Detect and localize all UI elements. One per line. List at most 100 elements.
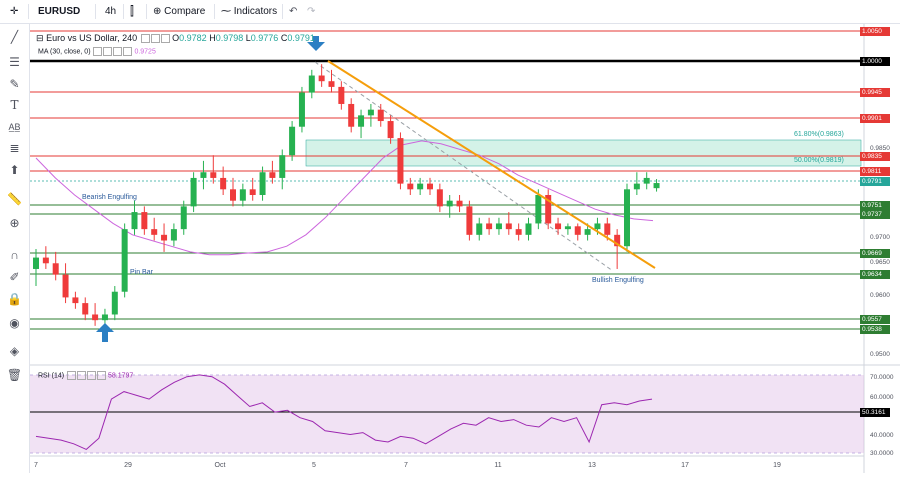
redo-icon[interactable]: ↷ (307, 6, 316, 17)
fib-618-label[interactable]: 61.80%(0.9863) (794, 131, 844, 138)
pin-bar-label[interactable]: Pin Bar (130, 269, 153, 276)
price-axis[interactable]: 0.9850 0.9700 0.9650 0.9600 0.9500 70.0000 60.… (870, 145, 894, 457)
time-tick: 29 (124, 462, 132, 469)
bullish-engulfing-label[interactable]: Bullish Engulfing (592, 277, 644, 284)
ma-close-icon[interactable] (113, 47, 123, 56)
trend-line-icon[interactable]: ╱ (10, 30, 19, 44)
ma-more-icon[interactable] (123, 47, 133, 56)
divider (282, 4, 283, 19)
symbol-search[interactable]: EURUSD (38, 6, 81, 17)
candle (82, 303, 89, 315)
divider (146, 4, 147, 19)
chart-area[interactable]: 7 29 Oct 5 7 11 13 17 19 0.9850 0.9700 0.9650 0.960… (30, 24, 900, 473)
legend-eye-icon[interactable] (140, 34, 150, 44)
candle (200, 172, 207, 178)
candle (584, 229, 591, 235)
candle (417, 183, 424, 190)
fib-50-label[interactable]: 50.00%(0.9819) (794, 157, 844, 164)
stay-drawing-icon[interactable]: ✐ (9, 270, 20, 284)
bearish-engulfing-label[interactable]: Bearish Engulfing (82, 194, 137, 201)
candle (505, 223, 512, 230)
price-label: 0.9538 (860, 324, 890, 334)
up-arrow-marker[interactable] (96, 323, 114, 342)
candle (220, 177, 227, 190)
candle (476, 223, 483, 235)
candle (436, 189, 443, 207)
collapse-icon[interactable]: ⊟ (36, 33, 44, 43)
close-label: C (280, 33, 288, 43)
candle (387, 121, 394, 139)
candle (161, 234, 168, 241)
lock-icon[interactable]: 🔒 (7, 292, 22, 306)
candle (121, 229, 128, 292)
low-label: L (245, 33, 251, 43)
rsi-settings-icon[interactable] (77, 371, 87, 380)
candles-style-icon[interactable]: ⫿ (130, 4, 134, 18)
candle (170, 229, 177, 241)
candle (289, 126, 296, 156)
ruler-icon[interactable]: 📏 (7, 192, 22, 206)
open-value: 0.9782 (179, 33, 207, 43)
crosshair-icon[interactable]: ✛ (10, 6, 19, 17)
candle (604, 223, 611, 235)
plus-icon: ⊕ (153, 6, 162, 17)
candle (279, 155, 286, 178)
price-label: 0.9835 (860, 151, 890, 161)
indicators-label: Indicators (233, 6, 278, 17)
price-tick: 0.9500 (870, 351, 890, 358)
long-position-icon[interactable]: ⬆ (9, 163, 20, 177)
time-axis[interactable]: 7 29 Oct 5 7 11 13 17 19 (34, 462, 781, 469)
top-toolbar: ✛ EURUSD 4h ⫿ ⊕ Compare ⁓ Indicators ↶ ↷ (0, 0, 900, 24)
candle (141, 212, 148, 230)
orange-trend-line[interactable] (327, 60, 656, 269)
ma-legend: MA (30, close, 0) 0.9725 (38, 47, 156, 56)
legend-settings-icon[interactable] (150, 34, 160, 44)
low-value: 0.9776 (250, 33, 279, 43)
fib-zone[interactable] (305, 139, 862, 167)
brush-icon[interactable]: ✎ (9, 77, 20, 91)
candle (62, 274, 69, 298)
undo-icon[interactable]: ↶ (289, 6, 298, 17)
time-tick: 7 (34, 462, 38, 469)
eye-icon[interactable]: ◉ (9, 316, 20, 330)
candle (210, 172, 217, 178)
rsi-level-label: 50.3161 (860, 407, 890, 417)
candle (407, 183, 414, 190)
fib-retracement-icon[interactable]: ≣ (9, 141, 20, 155)
text-tool-icon[interactable]: T (10, 98, 19, 112)
candle (525, 223, 532, 235)
indicators-button[interactable]: ⁓ Indicators (221, 0, 277, 23)
candle (358, 115, 365, 127)
pattern-icon[interactable]: A̲B̲ (8, 122, 21, 132)
chart-canvas[interactable]: 7 29 Oct 5 7 11 13 17 19 0.9850 0.9700 0.9650 0.960… (30, 24, 900, 473)
ma-settings-icon[interactable] (103, 47, 113, 56)
price-tick: 0.9850 (870, 145, 890, 152)
rsi-eye-icon[interactable] (67, 371, 77, 380)
candle (367, 109, 374, 116)
time-tick: 17 (681, 462, 689, 469)
high-value: 0.9798 (215, 33, 244, 43)
layers-icon[interactable]: ◈ (9, 344, 20, 358)
rsi-line (35, 374, 653, 450)
dashed-trend-line[interactable] (314, 61, 614, 272)
interval-button[interactable]: 4h (105, 6, 117, 17)
legend-close-icon[interactable] (160, 34, 170, 44)
ma-eye-icon[interactable] (93, 47, 103, 56)
magnet-icon[interactable]: ∩ (10, 248, 19, 262)
price-label: 0.9557 (860, 314, 890, 324)
rsi-close-icon[interactable] (87, 371, 97, 380)
rsi-more-icon[interactable] (97, 371, 107, 380)
candle (318, 75, 325, 82)
candles (33, 64, 660, 326)
price-label: 1.0050 (860, 26, 890, 36)
candle (624, 189, 630, 247)
price-levels[interactable] (30, 30, 864, 330)
price-tick: 0.9600 (870, 292, 890, 299)
down-arrow-marker[interactable] (307, 36, 325, 51)
zoom-icon[interactable]: ⊕ (9, 216, 20, 230)
trash-icon[interactable]: 🗑 (6, 368, 23, 382)
candle (348, 103, 355, 127)
parallel-channel-icon[interactable]: ☰ (9, 55, 20, 69)
compare-button[interactable]: ⊕ Compare (153, 0, 205, 23)
candle (249, 189, 256, 195)
